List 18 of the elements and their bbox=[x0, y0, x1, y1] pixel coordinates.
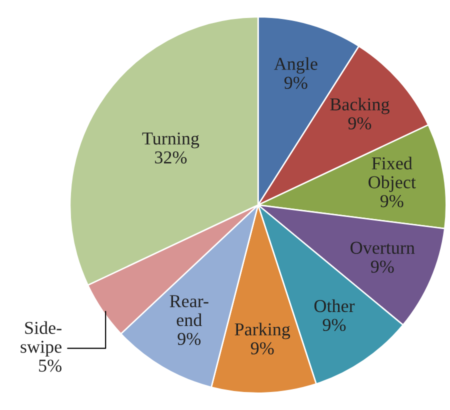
data-label: 32% bbox=[155, 151, 187, 164]
slice-label: Overturn bbox=[350, 242, 415, 254]
data-label: 9% bbox=[250, 342, 274, 354]
slice-label: Angle bbox=[274, 57, 318, 74]
data-label: 9% bbox=[178, 332, 201, 346]
data-label: 9% bbox=[370, 260, 394, 273]
slice-label: Turning bbox=[142, 132, 200, 148]
data-label: 9% bbox=[348, 117, 372, 130]
data-label: 9% bbox=[284, 76, 308, 89]
data-label: 9% bbox=[380, 195, 404, 208]
slice-label: Side- swipe bbox=[20, 321, 62, 357]
slice-label: Rear- end bbox=[170, 295, 208, 326]
slice-label: Parking bbox=[234, 322, 290, 340]
data-label: 9% bbox=[322, 318, 346, 332]
slice-label: Backing bbox=[330, 98, 390, 114]
slice-label: Fixed Object bbox=[368, 156, 416, 192]
slice-label: Other bbox=[314, 299, 355, 312]
data-label: 5% bbox=[39, 360, 62, 372]
